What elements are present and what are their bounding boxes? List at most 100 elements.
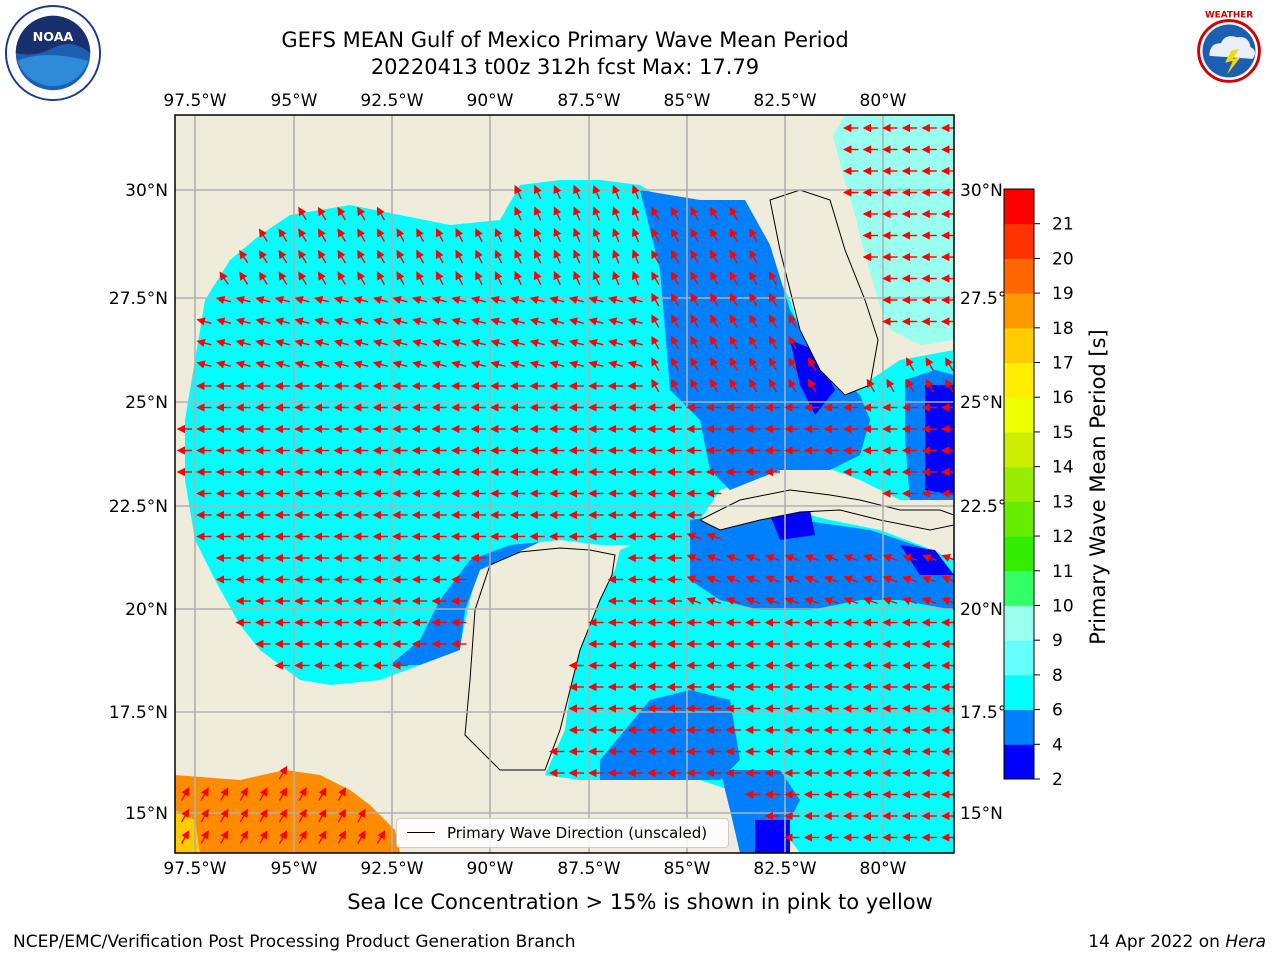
wave-direction-arrow <box>412 360 428 369</box>
lat-tick-right: 20°N <box>960 600 1003 620</box>
wave-direction-arrow <box>823 597 839 605</box>
lon-tick-top: 87.5°W <box>557 91 620 111</box>
wave-direction-arrow <box>455 249 464 264</box>
wave-direction-arrow <box>553 227 562 243</box>
wave-direction-arrow <box>258 271 268 285</box>
wave-direction-arrow <box>412 295 428 305</box>
wave-direction-arrow <box>651 314 660 328</box>
wave-direction-arrow <box>725 597 741 605</box>
wave-direction-arrow <box>353 338 369 348</box>
wave-direction-arrow <box>882 554 898 562</box>
wave-direction-arrow <box>690 335 699 350</box>
wave-direction-arrow <box>259 787 268 801</box>
wave-direction-arrow <box>670 206 680 221</box>
wave-direction-arrow <box>514 184 522 200</box>
wave-direction-arrow <box>235 317 251 326</box>
wave-direction-arrow <box>945 378 954 393</box>
wave-direction-arrow <box>451 317 467 326</box>
cuba-land <box>698 489 954 531</box>
wave-direction-arrow <box>451 338 467 348</box>
deepest-region-1 <box>790 340 835 415</box>
wave-direction-arrow <box>804 575 820 584</box>
wave-direction-arrow <box>357 271 366 285</box>
wave-direction-arrow <box>765 575 780 584</box>
wave-direction-arrow <box>239 250 249 264</box>
wave-direction-arrow <box>357 228 366 242</box>
wave-direction-arrow <box>357 249 366 264</box>
wave-direction-arrow <box>670 357 680 371</box>
wave-direction-arrow <box>651 292 660 307</box>
wave-direction-arrow <box>612 227 621 243</box>
wave-direction-arrow <box>412 338 428 348</box>
wave-direction-arrow <box>494 227 503 243</box>
wave-direction-arrow <box>298 787 307 801</box>
wave-direction-arrow <box>298 830 307 844</box>
wave-direction-arrow <box>392 317 408 326</box>
wave-direction-arrow <box>431 360 447 369</box>
wave-direction-arrow <box>749 249 758 264</box>
wave-direction-arrow <box>435 228 444 243</box>
wave-direction-arrow <box>396 249 405 264</box>
lon-tick-bottom: 90°W <box>467 859 514 879</box>
wave-direction-arrow <box>372 295 388 305</box>
wave-direction-arrow <box>180 808 190 823</box>
wave-direction-arrow <box>278 249 288 264</box>
chart-subtitle: 20220413 t00z 312h fcst Max: 17.79 <box>370 55 760 79</box>
wave-direction-arrow <box>863 554 878 562</box>
wave-direction-arrow <box>514 249 522 264</box>
wave-direction-arrow <box>216 338 232 348</box>
wave-direction-arrow <box>235 338 251 348</box>
wave-direction-arrow <box>357 808 366 823</box>
wave-direction-arrow <box>608 295 624 305</box>
wave-direction-arrow <box>298 808 307 823</box>
wave-direction-arrow <box>804 597 820 605</box>
colorbar-swatch <box>1004 293 1034 329</box>
noaa-logo-icon: NOAA <box>4 4 102 102</box>
wave-direction-arrow <box>710 292 719 307</box>
wave-direction-arrow <box>823 575 839 584</box>
wave-direction-arrow <box>670 249 680 264</box>
wave-direction-arrow <box>690 357 699 371</box>
wave-direction-arrow <box>317 271 327 285</box>
wave-direction-arrow <box>510 295 526 305</box>
wave-direction-arrow <box>357 206 366 221</box>
wave-direction-arrow <box>529 295 545 305</box>
lon-tick-top: 80°W <box>860 91 907 111</box>
legend-label: Primary Wave Direction (unscaled) <box>447 824 708 842</box>
wave-direction-arrow <box>553 249 562 264</box>
wave-direction-arrow <box>475 249 483 264</box>
wave-direction-arrow <box>749 378 758 393</box>
wave-direction-arrow <box>314 360 330 369</box>
sea-ice-note: Sea Ice Concentration > 15% is shown in … <box>347 890 933 914</box>
colorbar-tick-label: 18 <box>1052 319 1074 339</box>
colorbar-tick-label: 19 <box>1052 284 1074 304</box>
lat-tick-right: 15°N <box>960 804 1003 824</box>
wave-direction-arrow <box>239 787 249 801</box>
wave-direction-arrow <box>337 271 346 285</box>
wave-direction-arrow <box>788 314 797 328</box>
wave-direction-arrow <box>768 357 778 371</box>
wave-direction-arrow <box>490 295 506 305</box>
wave-direction-arrow <box>686 554 702 562</box>
colorbar-swatch <box>1004 362 1034 398</box>
wave-direction-arrow <box>710 357 719 371</box>
wave-direction-arrow <box>258 228 268 242</box>
wave-direction-arrow <box>788 335 797 350</box>
caribbean-deep-region <box>690 510 954 610</box>
wave-direction-arrow <box>317 206 327 221</box>
wave-direction-arrow <box>337 787 346 801</box>
wave-direction-arrow <box>749 292 758 307</box>
colorbar-swatch <box>1004 501 1034 537</box>
footer-host: Hera <box>1225 932 1266 952</box>
colorbar-swatch <box>1004 466 1034 502</box>
colorbar-tick-label: 14 <box>1052 458 1074 478</box>
wave-direction-arrow <box>729 335 738 350</box>
lon-tick-bottom: 82.5°W <box>753 859 816 879</box>
wave-direction-arrow <box>925 378 934 393</box>
wave-direction-arrow <box>945 357 954 371</box>
wave-direction-arrow <box>906 357 915 371</box>
wave-direction-arrow <box>549 360 565 369</box>
colorbar <box>1003 188 1040 780</box>
wave-direction-arrow <box>866 378 876 393</box>
wave-direction-arrow <box>294 295 310 305</box>
